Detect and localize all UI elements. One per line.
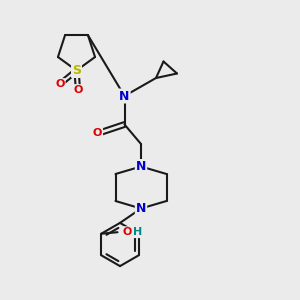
Text: O: O bbox=[93, 128, 102, 139]
Text: N: N bbox=[119, 89, 130, 103]
Text: O: O bbox=[73, 85, 83, 95]
Text: H: H bbox=[133, 227, 142, 237]
Text: O: O bbox=[123, 227, 132, 237]
Text: O: O bbox=[55, 79, 65, 89]
Text: N: N bbox=[136, 202, 146, 215]
Text: N: N bbox=[136, 160, 146, 173]
Text: S: S bbox=[72, 64, 81, 77]
